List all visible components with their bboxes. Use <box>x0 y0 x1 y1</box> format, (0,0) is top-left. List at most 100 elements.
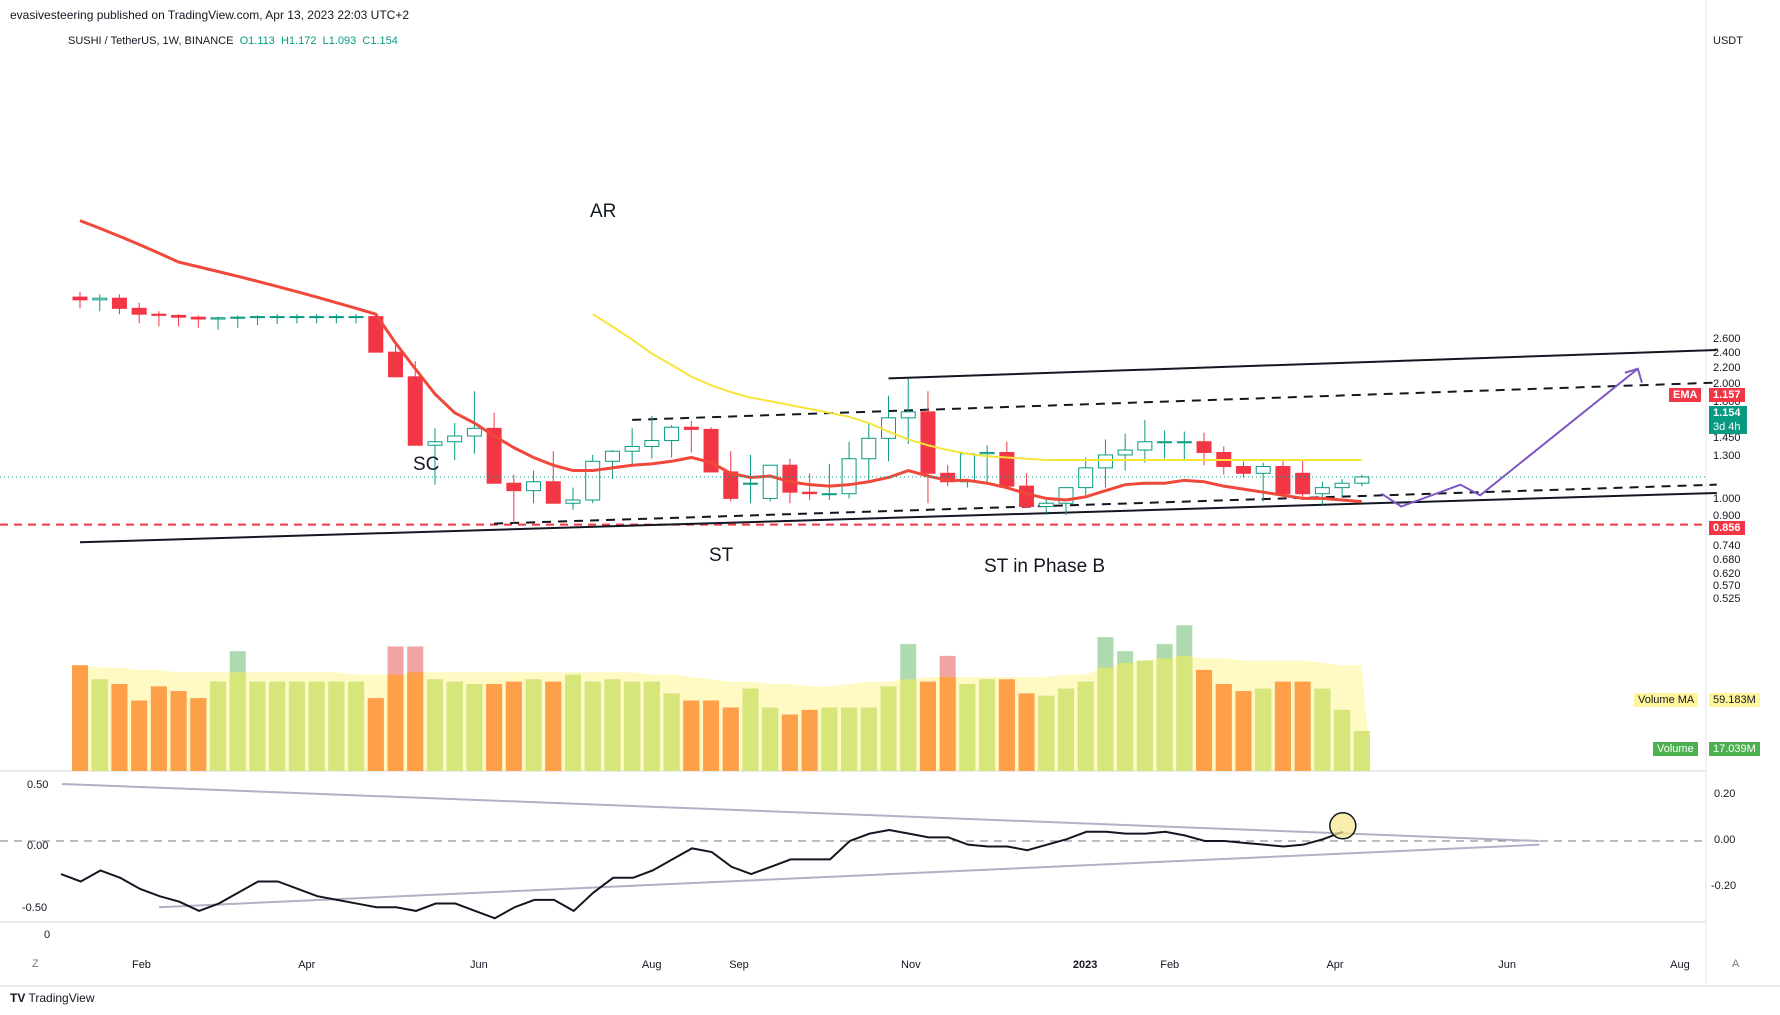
volume-bar-overlap <box>900 679 917 771</box>
candle-body <box>1078 467 1094 489</box>
volume-bar-overlap <box>288 681 305 771</box>
time-tick: Sep <box>729 959 749 971</box>
candle-body <box>427 441 443 446</box>
volume-bar-overlap <box>703 700 720 771</box>
osc-highlight-circle <box>1329 812 1357 840</box>
volume-bar-overlap <box>1274 681 1291 771</box>
volume-bar-overlap <box>1176 655 1193 771</box>
candle-body <box>1176 441 1192 444</box>
candle-body <box>585 460 601 501</box>
price-tick: 2.600 <box>1713 332 1741 345</box>
candle-body <box>723 471 739 499</box>
osc-left-tick: 0.50 <box>27 779 49 791</box>
candle-body <box>506 482 522 492</box>
volume-bar-overlap <box>1117 662 1134 771</box>
candle-body <box>742 482 758 485</box>
candle-body <box>664 426 680 442</box>
volume-bar-overlap <box>72 665 88 771</box>
candle-body <box>348 316 364 319</box>
channel-mid-dashed-line <box>632 381 1717 421</box>
candle-body <box>131 307 147 315</box>
price-tick: 1.450 <box>1713 432 1741 445</box>
candle-body <box>1038 502 1054 508</box>
candle-body <box>190 316 206 320</box>
candle-body <box>782 464 798 493</box>
candle-body <box>466 427 482 437</box>
projection-arrowhead <box>1624 367 1643 384</box>
tradingview-brand: TradingView <box>28 991 95 1005</box>
candle-body <box>486 427 502 484</box>
volume-bar-overlap <box>387 674 404 771</box>
volume-bar-overlap <box>367 698 384 771</box>
time-tick: Jun <box>1498 959 1517 971</box>
volume-bar-overlap <box>466 684 483 771</box>
zoom-reset-button[interactable]: Z <box>32 958 39 970</box>
candle-body <box>959 453 975 483</box>
candle-body <box>151 313 167 316</box>
candle-body <box>881 417 897 439</box>
price-tick: 1.000 <box>1713 493 1741 505</box>
tradingview-logo-icon: TV <box>10 991 26 1005</box>
osc-line <box>60 828 1344 920</box>
ema-badge-label: EMA <box>1669 388 1702 402</box>
volume-bar-overlap <box>1353 731 1370 771</box>
volume-bar-overlap <box>210 681 227 771</box>
time-tick: 2023 <box>1072 959 1098 971</box>
candle-body <box>447 435 463 443</box>
volume-badge-label: Volume <box>1653 742 1698 756</box>
candle-body <box>1157 441 1173 444</box>
candle-body <box>249 316 265 319</box>
candle-body <box>1097 454 1113 469</box>
volume-bar-overlap <box>150 686 167 771</box>
candle-body <box>1235 466 1251 474</box>
candle-body <box>1196 441 1212 453</box>
volume-bar-overlap <box>762 707 779 771</box>
time-tick: Aug <box>641 959 662 971</box>
volume-bar-overlap <box>604 679 621 771</box>
price-tick: 0.680 <box>1713 553 1741 566</box>
time-tick: Apr <box>1326 959 1344 971</box>
candle-body <box>841 458 857 495</box>
osc-left-tick: 0 <box>44 929 51 941</box>
osc-left-tick: -0.50 <box>22 902 48 914</box>
candle-body <box>1275 466 1291 495</box>
candle-body <box>269 316 285 319</box>
time-tick: Apr <box>298 959 316 971</box>
auto-scale-button[interactable]: A <box>1732 958 1740 970</box>
time-tick: Jun <box>470 959 488 971</box>
time-tick: Feb <box>1160 959 1180 971</box>
volume-bar-overlap <box>821 707 838 771</box>
osc-upper-trendline <box>61 782 1540 842</box>
candle-body <box>979 451 995 455</box>
time-tick: Aug <box>1670 959 1690 971</box>
candle-body <box>1354 476 1370 484</box>
candle-body <box>289 316 305 319</box>
volume-bar-overlap <box>939 677 956 771</box>
candle-body <box>388 351 404 378</box>
volume-bar-overlap <box>979 679 996 771</box>
volume-bar-overlap <box>683 700 700 771</box>
volume-bar-overlap <box>249 681 266 771</box>
candle-body <box>171 314 187 318</box>
volume-bar-overlap <box>1038 695 1055 771</box>
candle-body <box>683 426 699 430</box>
volume-bar-overlap <box>1156 658 1173 771</box>
volume-bar-overlap <box>1196 669 1213 771</box>
osc-right-tick: 0.20 <box>1714 788 1736 800</box>
time-tick: Feb <box>131 959 151 971</box>
candle-body <box>1255 466 1271 474</box>
osc-right-tick: -0.20 <box>1711 880 1737 892</box>
price-tick: 2.000 <box>1713 378 1741 391</box>
candle-body <box>328 316 344 319</box>
candle-body <box>624 445 640 452</box>
oscillator-pane <box>0 782 1706 920</box>
annotation-ar: AR <box>590 201 617 222</box>
volume-bar-overlap <box>841 707 858 771</box>
volume-ma-badge-label: Volume MA <box>1634 693 1699 707</box>
ohlc-open: O1.113 <box>239 35 275 47</box>
ohlc-low: L1.093 <box>322 35 357 47</box>
price-badge-value: 1.154 <box>1709 406 1747 420</box>
volume-ma-fill <box>71 655 1371 771</box>
volume-bar-overlap <box>643 681 660 771</box>
